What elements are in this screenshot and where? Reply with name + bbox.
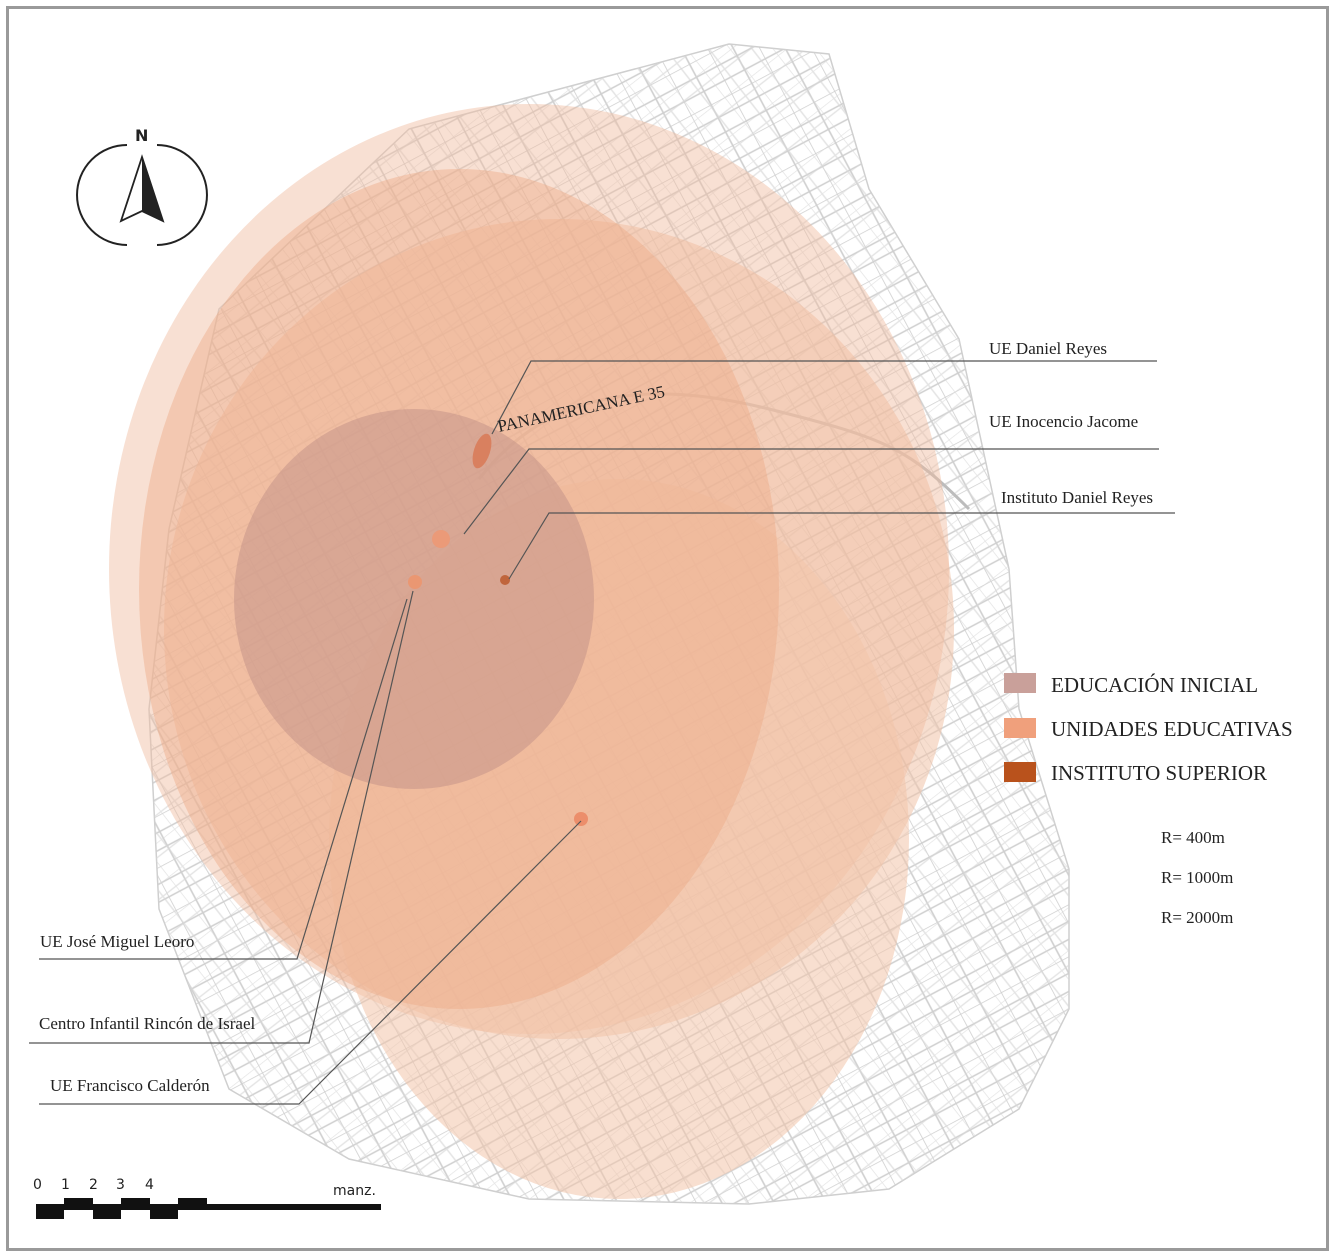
- scale-tick-3: 3: [116, 1177, 125, 1193]
- label-instituto-daniel-reyes: Instituto Daniel Reyes: [1001, 488, 1153, 507]
- legend-label-institute: INSTITUTO SUPERIOR: [1051, 761, 1267, 785]
- school-point-centro-infantil[interactable]: [408, 575, 422, 589]
- map-frame: UE Daniel Reyes UE Inocencio Jacome Inst…: [6, 6, 1329, 1251]
- north-arrow-icon: N: [76, 126, 208, 246]
- scale-tick-2: 2: [89, 1177, 98, 1193]
- map-canvas: UE Daniel Reyes UE Inocencio Jacome Inst…: [29, 43, 1293, 1219]
- scale-tick-0: 0: [33, 1177, 42, 1193]
- school-point-francisco-calderon[interactable]: [574, 812, 588, 826]
- scale-unit: manz.: [333, 1183, 376, 1199]
- scale-tick-1: 1: [61, 1177, 70, 1193]
- scale-bar: 0 1 2 3 4 manz.: [33, 1177, 381, 1219]
- school-point-daniel-reyes[interactable]: [469, 431, 495, 470]
- buffer-ring-400m-initial: [234, 409, 594, 789]
- legend-swatch-units: [1004, 718, 1036, 738]
- school-point-instituto-daniel-reyes[interactable]: [500, 575, 510, 585]
- north-label: N: [135, 126, 148, 145]
- label-centro-infantil-rincon: Centro Infantil Rincón de Israel: [39, 1014, 255, 1033]
- legend-swatch-institute: [1004, 762, 1036, 782]
- scale-tick-4: 4: [145, 1177, 154, 1193]
- legend-radius-400: R= 400m: [1161, 828, 1225, 847]
- legend-radius-1000: R= 1000m: [1161, 868, 1233, 887]
- legend-swatch-initial: [1004, 673, 1036, 693]
- legend-radius-2000: R= 2000m: [1161, 908, 1233, 927]
- label-ue-jose-miguel-leoro: UE José Miguel Leoro: [40, 932, 194, 951]
- legend-label-units: UNIDADES EDUCATIVAS: [1051, 717, 1293, 741]
- label-ue-daniel-reyes: UE Daniel Reyes: [989, 339, 1107, 358]
- label-ue-inocencio-jacome: UE Inocencio Jacome: [989, 412, 1138, 431]
- label-ue-francisco-calderon: UE Francisco Calderón: [50, 1076, 210, 1095]
- school-point-inocencio-jacome[interactable]: [432, 530, 450, 548]
- legend-label-initial: EDUCACIÓN INICIAL: [1051, 673, 1258, 697]
- leader-lines: [29, 360, 1175, 1105]
- legend: EDUCACIÓN INICIAL UNIDADES EDUCATIVAS IN…: [1004, 673, 1293, 927]
